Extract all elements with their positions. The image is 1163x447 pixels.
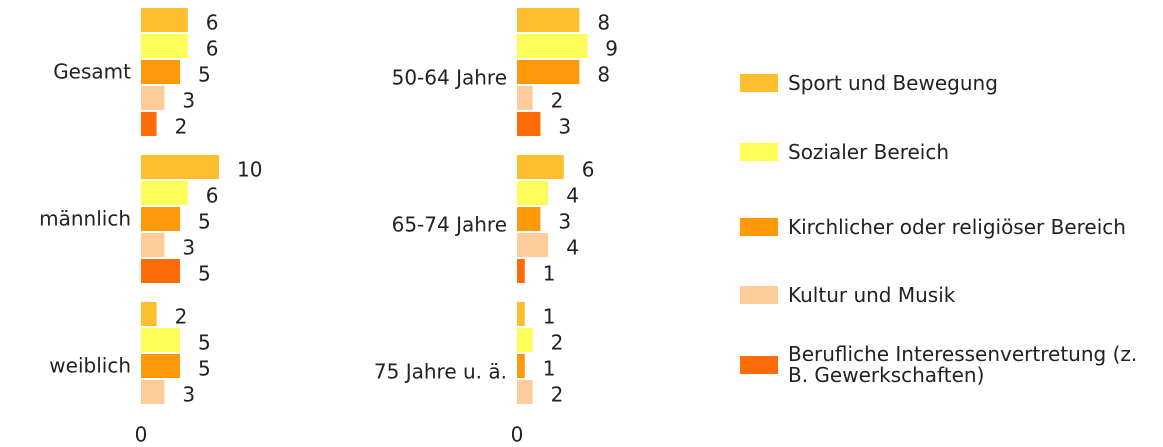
bar <box>141 302 157 326</box>
value-label: 3 <box>182 236 195 260</box>
bar <box>517 259 525 283</box>
value-label: 2 <box>175 115 188 139</box>
category-label: männlich <box>39 207 131 231</box>
value-label: 1 <box>543 262 556 286</box>
legend-item: Berufliche Interessenvertretung (z. B. G… <box>740 344 1158 386</box>
legend-item: Sozialer Bereich <box>740 139 1158 164</box>
bar <box>517 155 564 179</box>
value-label: 6 <box>206 184 219 208</box>
legend-swatch <box>740 286 778 304</box>
value-label: 5 <box>198 63 211 87</box>
value-label: 5 <box>198 262 211 286</box>
legend-item: Sport und Bewegung <box>740 70 1158 95</box>
bar <box>517 354 525 378</box>
legend-label: Kultur und Musik <box>788 282 956 307</box>
legend-item: Kirchlicher oder religiöser Bereich <box>740 214 1158 239</box>
legend-label: Kirchlicher oder religiöser Bereich <box>788 214 1126 239</box>
value-label: 2 <box>551 89 564 113</box>
bar <box>517 8 580 32</box>
category-label: 75 Jahre u. ä. <box>374 360 507 384</box>
bar <box>141 181 188 205</box>
legend-swatch <box>740 218 778 236</box>
bar <box>517 112 541 136</box>
value-label: 2 <box>551 383 564 407</box>
category-label: 50-64 Jahre <box>392 66 507 90</box>
value-label: 8 <box>597 11 610 35</box>
legend-label: Berufliche Interessenvertretung (z. B. G… <box>788 342 1138 387</box>
value-label: 3 <box>558 115 571 139</box>
bar <box>517 380 533 404</box>
value-label: 0 <box>511 423 524 447</box>
bar <box>141 112 157 136</box>
category-label: weiblich <box>49 354 131 378</box>
value-label: 10 <box>237 158 262 182</box>
bar <box>141 86 165 110</box>
value-label: 1 <box>543 305 556 329</box>
legend-label: Sozialer Bereich <box>788 139 950 164</box>
bar <box>517 86 533 110</box>
value-label: 3 <box>558 210 571 234</box>
bar <box>517 60 580 84</box>
value-label: 3 <box>182 89 195 113</box>
value-label: 5 <box>198 331 211 355</box>
bar <box>517 233 549 257</box>
bar <box>141 380 165 404</box>
bar <box>141 259 180 283</box>
value-label: 8 <box>597 63 610 87</box>
legend-swatch <box>740 74 778 92</box>
value-label: 4 <box>566 184 579 208</box>
value-label: 5 <box>198 210 211 234</box>
legend-swatch <box>740 356 778 374</box>
bar <box>141 233 165 257</box>
bar <box>517 34 588 58</box>
value-label: 6 <box>206 11 219 35</box>
category-label: Gesamt <box>53 60 131 84</box>
bar <box>517 302 525 326</box>
value-label: 0 <box>135 423 148 447</box>
bar <box>141 354 180 378</box>
value-label: 2 <box>551 331 564 355</box>
legend-item: Kultur und Musik <box>740 282 1158 307</box>
bar <box>141 207 180 231</box>
category-label: 65-74 Jahre <box>392 213 507 237</box>
value-label: 1 <box>543 357 556 381</box>
bar <box>141 328 180 352</box>
bar <box>141 8 188 32</box>
value-label: 6 <box>206 37 219 61</box>
value-label: 9 <box>605 37 618 61</box>
bar <box>141 60 180 84</box>
value-label: 3 <box>182 383 195 407</box>
bar <box>141 34 188 58</box>
value-label: 5 <box>198 357 211 381</box>
bar <box>517 181 549 205</box>
value-label: 4 <box>566 236 579 260</box>
value-label: 2 <box>175 305 188 329</box>
legend-label: Sport und Bewegung <box>788 70 998 95</box>
legend-swatch <box>740 143 778 161</box>
bar <box>517 207 541 231</box>
bar <box>517 328 533 352</box>
value-label: 6 <box>582 158 595 182</box>
bar <box>141 155 219 179</box>
